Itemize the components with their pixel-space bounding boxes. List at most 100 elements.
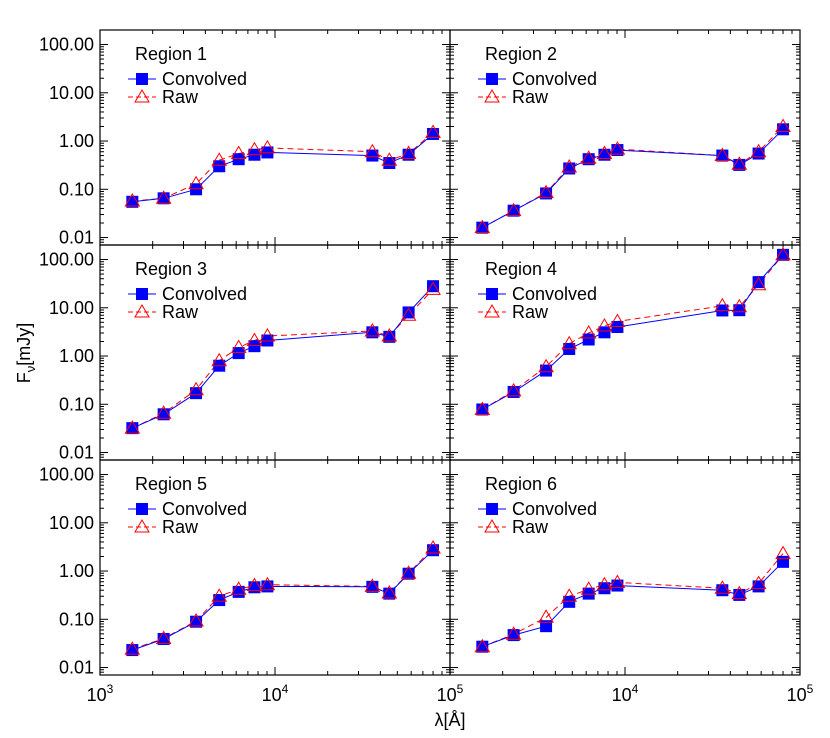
x-tick-base: 10 — [787, 685, 807, 705]
raw-point — [561, 588, 578, 602]
convolved-point — [383, 157, 396, 170]
raw-point — [505, 626, 522, 640]
legend-convolved-marker — [136, 288, 148, 300]
raw-point — [538, 358, 554, 373]
x-tick-label: 103 — [87, 682, 114, 705]
raw-point — [364, 143, 381, 158]
raw-point — [714, 297, 731, 312]
raw-point — [124, 193, 141, 207]
legend-raw-marker — [484, 304, 500, 318]
raw-point — [750, 143, 767, 158]
x-axis-title: λ[Å] — [434, 710, 465, 730]
legend-raw-label: Raw — [512, 87, 549, 107]
convolved-point — [733, 304, 746, 317]
y-tick-label: 100.00 — [39, 250, 94, 270]
legend-convolved-marker — [136, 503, 148, 515]
x-tick-labels: 103 104 105 104 105 — [87, 682, 814, 705]
x-tick-label: 104 — [612, 682, 639, 705]
raw-point — [211, 588, 228, 602]
x-tick-exp: 3 — [107, 682, 114, 696]
convolved-point — [213, 594, 226, 607]
legend-raw-marker — [134, 519, 150, 533]
convolved-point — [611, 579, 624, 592]
legend-raw-label: Raw — [162, 302, 199, 322]
raw-point — [246, 577, 263, 592]
legend-raw-marker — [484, 89, 500, 103]
raw-point — [230, 145, 247, 160]
raw-point — [211, 152, 228, 166]
x-tick-exp: 5 — [807, 682, 814, 696]
panel-region-1: 0.01 0.10 1.00 10.00 100.00 Region 1 Convolved… — [39, 29, 451, 248]
y-axis-title: Fν[mJy] — [14, 323, 38, 384]
y-tick-label: 10.00 — [49, 83, 94, 103]
raw-point — [775, 545, 791, 560]
raw-point — [775, 246, 791, 261]
x-tick-exp: 5 — [457, 682, 464, 696]
x-tick-exp: 4 — [632, 682, 639, 696]
raw-point — [609, 313, 626, 327]
series-raw-line — [132, 132, 434, 202]
series-convolved-line — [482, 128, 784, 229]
raw-point — [609, 574, 626, 588]
convolved-point — [476, 640, 489, 653]
raw-point — [400, 565, 417, 579]
convolved-point — [598, 582, 611, 595]
convolved-point — [366, 149, 379, 162]
convolved-point — [248, 340, 261, 353]
series-raw-line — [482, 553, 784, 648]
raw-point — [246, 332, 263, 346]
convolved-point — [232, 153, 245, 166]
convolved-point — [232, 347, 245, 360]
raw-point — [538, 609, 554, 623]
convolved-point — [190, 387, 203, 400]
y-tick-label: 0.10 — [59, 394, 94, 414]
raw-point — [750, 276, 767, 291]
legend-convolved-label: Convolved — [512, 284, 597, 304]
convolved-point — [507, 204, 520, 217]
convolved-point — [598, 326, 611, 339]
raw-point — [364, 578, 381, 592]
raw-point — [381, 152, 398, 166]
legend-raw-label: Raw — [162, 517, 199, 537]
panel-region-3: 0.01 0.10 1.00 10.00 100.00 Region 3 Convolved… — [39, 244, 451, 463]
raw-point — [609, 141, 626, 155]
convolved-point — [476, 403, 489, 416]
convolved-point — [248, 581, 261, 594]
x-tick-label: 104 — [262, 682, 289, 705]
convolved-point — [366, 326, 379, 339]
y-tick-label: 0.01 — [59, 228, 94, 248]
y-tick-label: 1.00 — [59, 346, 94, 366]
convolved-point — [476, 221, 489, 234]
y-tick-label: 100.00 — [39, 465, 94, 485]
raw-point — [230, 581, 247, 595]
raw-point — [155, 630, 172, 644]
raw-point — [580, 581, 597, 595]
legend-convolved-label: Convolved — [162, 284, 247, 304]
raw-point — [538, 184, 554, 199]
legend-convolved-label: Convolved — [162, 69, 247, 89]
y-tick-label: 1.00 — [59, 131, 94, 151]
raw-point — [750, 575, 767, 590]
raw-point — [505, 382, 522, 397]
raw-point — [155, 405, 172, 419]
convolved-point — [777, 123, 790, 136]
raw-point — [259, 328, 276, 342]
convolved-point — [507, 385, 520, 398]
y-tick-label: 1.00 — [59, 561, 94, 581]
raw-point — [596, 145, 613, 160]
raw-point — [714, 147, 731, 162]
x-tick-exp: 4 — [282, 682, 289, 696]
region-title: Region 1 — [135, 44, 207, 64]
legend-raw-label: Raw — [162, 87, 199, 107]
raw-point — [246, 141, 263, 156]
convolved-point — [752, 276, 765, 289]
region-title: Region 5 — [135, 474, 207, 494]
raw-point — [596, 317, 613, 332]
raw-point — [596, 576, 613, 591]
convolved-point — [402, 306, 415, 319]
y-tick-label: 0.01 — [59, 658, 94, 678]
series-convolved-line — [132, 549, 434, 651]
